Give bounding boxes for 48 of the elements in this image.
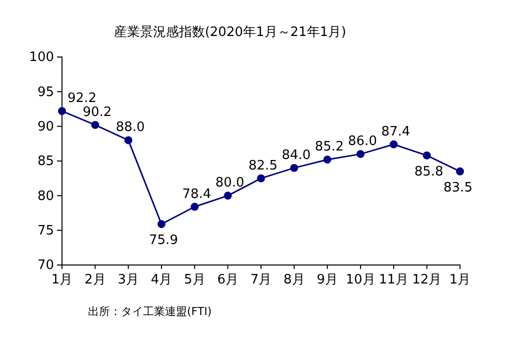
y-tick-label: 80 [37, 188, 54, 204]
data-label: 84.0 [282, 148, 311, 163]
point [456, 167, 464, 176]
data-label: 83.5 [444, 180, 472, 196]
x-tick-label: 11月 [378, 272, 408, 288]
data-label: 82.5 [248, 158, 278, 174]
y-tick-label: 90 [37, 119, 54, 134]
point [290, 164, 298, 172]
y-tick-label: 100 [29, 50, 54, 66]
x-tick-label: 12月 [412, 272, 442, 288]
y-tick-label: 70 [37, 258, 54, 274]
x-tick-label: 9月 [316, 272, 338, 288]
y-tick-label: 85 [37, 154, 54, 170]
x-tick-label: 2月 [84, 272, 106, 288]
point [190, 202, 199, 211]
point [224, 192, 232, 200]
point [158, 220, 166, 228]
point [356, 150, 364, 158]
x-tick-label: 4月 [150, 272, 172, 288]
x-tick-label: 6月 [217, 272, 238, 288]
x-tick-label: 10月 [346, 272, 376, 288]
x-tick-label: 5月 [184, 272, 206, 288]
x-tick-label: 3月 [118, 272, 139, 288]
x-tick-label: 8月 [284, 272, 305, 288]
data-label: 80.0 [215, 176, 244, 191]
x-tick-label: 7月 [250, 272, 272, 288]
data-label: 85.8 [414, 164, 444, 180]
data-label: 90.2 [82, 104, 112, 120]
point [91, 120, 100, 129]
data-label: 92.2 [68, 91, 96, 106]
point [257, 174, 265, 182]
x-tick-label: 1月 [51, 272, 73, 288]
point [58, 107, 66, 116]
point [323, 156, 332, 164]
y-tick-label: 95 [37, 84, 54, 100]
y-tick-label: 75 [37, 223, 54, 238]
text: 出所：タイ工業連盟(FTI) [88, 305, 212, 318]
data-label: 75.9 [149, 233, 178, 248]
chart-title: 産業景況感指数(2020年1月～21年1月) [114, 24, 346, 40]
data-label: 87.4 [381, 124, 410, 140]
point [390, 140, 398, 148]
x-tick-label: 1月 [449, 272, 471, 288]
data-label: 85.2 [314, 140, 344, 155]
point [124, 136, 132, 144]
data-label: 86.0 [348, 134, 377, 150]
data-label: 88.0 [116, 120, 145, 136]
point [422, 151, 431, 160]
data-label: 78.4 [182, 186, 212, 202]
